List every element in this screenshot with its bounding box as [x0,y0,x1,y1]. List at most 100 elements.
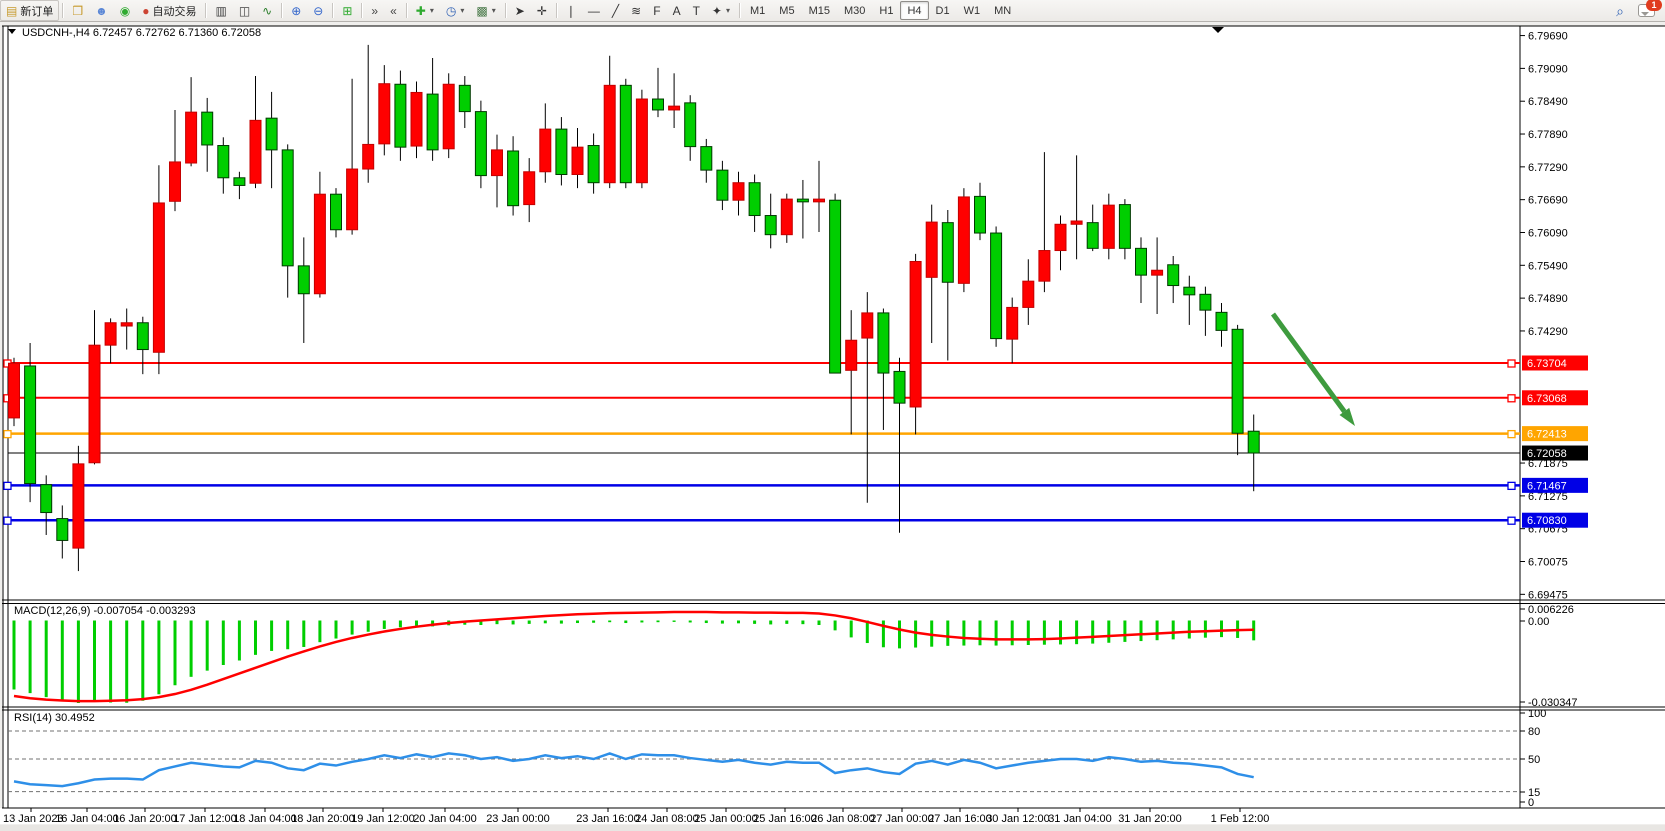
time-tick-label: 1 Feb 12:00 [1211,813,1270,825]
bullish-candle [1038,250,1051,282]
zoom-out-button[interactable]: ⊖ [307,0,329,21]
collapse-ohlc-icon[interactable] [8,29,16,34]
timeframe-m15-button[interactable]: M15 [808,4,830,17]
auto-trading-icon: ● [142,3,150,18]
timeframe-d1-button[interactable]: D1 [935,4,950,17]
trendline-tool[interactable]: ╱ [606,0,625,21]
line-chart-mode-button[interactable]: ∿ [256,0,278,21]
bearish-candle [1183,286,1196,296]
fibonacci-tool[interactable]: F [647,0,666,21]
support-line-blue-2-handle[interactable] [3,516,12,525]
bearish-candle [829,199,842,374]
periods-button[interactable]: ◷ ▾ [440,0,471,21]
channel-tool[interactable]: ≋ [625,0,647,21]
support-line-blue-2-price-badge: 6.70830 [1522,512,1588,528]
symbol-ohlc-label: USDCNH-,H4 6.72457 6.72762 6.71360 6.720… [22,27,261,39]
price-tick-label: 6.71875 [1528,458,1568,470]
price-tick-label: 6.79090 [1528,63,1568,75]
arrows-tool[interactable]: ✦ ▾ [706,0,736,21]
timeframe-m30-button[interactable]: M30 [843,4,866,17]
indicators-button[interactable]: ✚ ▾ [410,0,440,21]
bearish-candle [474,111,487,177]
label-tool[interactable]: T [687,0,706,21]
bearish-candle [1135,247,1147,276]
support-line-blue-1-handle[interactable] [1507,481,1516,491]
timeframe-m5-button[interactable]: M5 [779,4,795,17]
price-tick-label: 6.77890 [1528,129,1568,141]
search-button[interactable]: ⌕ [1610,0,1630,21]
market-watch-button[interactable]: ❒ [66,0,89,21]
toolbar-separator [405,3,407,18]
support-line-blue-2-handle[interactable] [1507,516,1516,525]
timeframe-h1-button[interactable]: H1 [879,4,894,17]
community-button[interactable]: ☻ [89,0,114,21]
bearish-candle [201,111,214,146]
resistance-line-1-price-badge: 6.73704 [1522,355,1588,371]
sell-direction-arrow[interactable] [1270,312,1355,426]
vertical-line-tool[interactable]: ❘ [560,0,582,21]
chart-shift-button[interactable]: « [384,0,403,21]
resistance-line-2-handle[interactable] [1507,394,1516,403]
crosshair-icon: ✛ [536,3,547,18]
macd-axis-label: -0.030347 [1528,697,1578,709]
candlestick-mode-button[interactable]: ◫ [233,0,256,21]
auto-trading-button[interactable]: ● 自动交易 [136,0,202,21]
time-tick-label: 27 Jan 16:00 [928,813,992,825]
timeframe-m1-button[interactable]: M1 [750,4,766,17]
bearish-candle [507,150,520,207]
support-line-blue-1-handle[interactable] [3,481,12,491]
bullish-candle [378,83,391,145]
auto-scroll-icon: » [371,3,379,18]
candlestick-series [8,44,1260,572]
time-tick-label: 20 Jan 04:00 [413,813,477,825]
timeframe-w1-button[interactable]: W1 [963,4,981,17]
rsi-label: RSI(14) 30.4952 [14,712,95,724]
support-line-blue-1-price-badge: 6.71467 [1522,477,1588,493]
toolbar-separator [504,3,506,18]
bullish-candle [861,312,874,339]
support-line-orange-handle[interactable] [3,429,12,439]
bearish-candle [684,102,697,148]
new-order-button[interactable]: ▤ 新订单 [0,0,60,21]
toolbar-separator [332,3,334,18]
toolbar-separator [281,3,283,18]
chevron-down-icon: ▾ [429,6,434,15]
bearish-candle [1118,204,1131,249]
text-tool[interactable]: A [667,0,687,21]
bearish-candle [1199,293,1212,311]
bullish-candle [88,344,101,464]
cursor-tool-button[interactable]: ➤ [509,0,531,21]
current-price-line-price-badge: 6.72058 [1522,445,1588,461]
bar-chart-mode-button[interactable]: ▥ [209,0,232,21]
svg-text:6.73704: 6.73704 [1527,358,1567,370]
template-icon: ▩ [476,3,488,18]
bullish-candle [1070,220,1083,225]
timeframe-h4-button[interactable]: H4 [900,1,929,20]
resistance-line-1-handle[interactable] [1507,359,1516,368]
bullish-candle [925,221,938,278]
support-line-orange-handle[interactable] [1507,429,1516,439]
templates-button[interactable]: ▩ ▾ [470,0,501,21]
signals-button[interactable]: ◉ [114,0,136,21]
horizontal-line-tool[interactable]: ― [582,0,606,21]
price-tick-label: 6.74890 [1528,293,1568,305]
timeframe-mn-button[interactable]: MN [994,4,1012,17]
notifications-button[interactable]: 1 [1638,0,1662,17]
bearish-candle [716,169,729,201]
time-tick-label: 16 Jan 20:00 [113,813,177,825]
chart-shift-marker[interactable] [1212,27,1224,33]
crosshair-tool-button[interactable]: ✛ [531,0,553,21]
price-tick-label: 6.71275 [1528,491,1568,503]
bearish-candle [748,182,761,217]
auto-scroll-button[interactable]: » [365,0,384,21]
tile-windows-button[interactable]: ⊞ [336,0,358,21]
price-tick-label: 6.74290 [1528,326,1568,338]
zoom-in-icon: ⊕ [291,3,302,18]
time-tick-label: 17 Jan 12:00 [173,813,237,825]
clock-icon: ◷ [445,3,457,18]
bullish-candle [491,149,503,177]
zoom-in-button[interactable]: ⊕ [285,0,307,21]
chart-area[interactable]: USDCNH-,H4 6.72457 6.72762 6.71360 6.720… [0,22,1665,831]
bearish-candle [56,518,69,541]
toolbar-separator [555,3,557,18]
